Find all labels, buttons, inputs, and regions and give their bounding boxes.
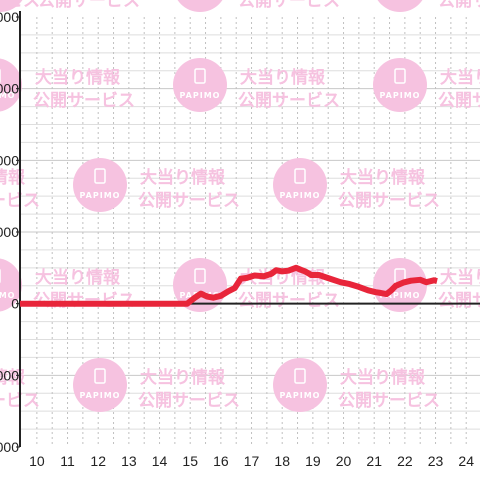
watermark-line1: 大当り情報 (440, 67, 480, 88)
watermark-line2: 公開サービス (338, 191, 440, 211)
watermark-logo-circle (0, 0, 23, 12)
watermark-line2: 公開サービス (138, 391, 240, 411)
watermark-logo-icon (194, 268, 206, 284)
y-tick-label: 9,000 (0, 81, 19, 97)
watermark-logo-text: PAPIMO (280, 391, 321, 400)
y-tick-label: -6,000 (0, 439, 19, 455)
watermark-logo-circle (0, 58, 22, 112)
watermark-line1: 大当り情報 (340, 367, 426, 388)
watermark-logo-circle (273, 158, 327, 212)
watermark-line2: 公開サービス (438, 91, 480, 111)
x-tick-label: 11 (60, 453, 75, 469)
x-tick-label: 12 (90, 453, 106, 469)
watermark-logo-text: PAPIMO (180, 91, 221, 100)
watermark-logo-circle (73, 158, 127, 212)
watermark-logo-text: PAPIMO (80, 391, 121, 400)
watermark-logo-icon (294, 168, 306, 184)
watermark-logo-icon (294, 368, 306, 384)
watermark-logo-text: PAPIMO (0, 91, 15, 100)
y-tick-label: 6,000 (0, 152, 19, 168)
x-tick-label: 24 (458, 453, 474, 469)
watermark-line2: 公開サービス (0, 0, 40, 11)
x-tick-label: 18 (274, 453, 290, 469)
watermark-line1: 大当り情報 (240, 67, 326, 88)
watermark-line1: 大当り情報 (35, 267, 121, 288)
x-tick-label: 15 (182, 453, 198, 469)
watermark-logo-text: PAPIMO (280, 191, 321, 200)
watermark-logo-circle (373, 58, 427, 112)
watermark-line2: 公開サービス (238, 0, 340, 11)
series-line (20, 264, 438, 307)
x-tick-label: 13 (121, 453, 137, 469)
x-tick-label: 19 (305, 453, 321, 469)
watermark-line1: 大当り情報 (35, 67, 121, 88)
watermark-logo-circle (0, 258, 22, 312)
watermark-logo-text: PAPIMO (80, 191, 121, 200)
watermark-line2: 公開サービス (338, 391, 440, 411)
watermark-logo-circle (377, 0, 423, 12)
watermark-logo-circle (73, 358, 127, 412)
watermark-line1: 大当り情報 (140, 367, 226, 388)
watermark-logo-icon (94, 168, 106, 184)
x-tick-label: 21 (366, 453, 382, 469)
x-tick-label: 22 (397, 453, 413, 469)
watermark-logo-icon (94, 368, 106, 384)
watermark-line2: 公開サービス (38, 0, 140, 11)
watermark-logo-circle (273, 358, 327, 412)
watermark-logo-icon (194, 68, 206, 84)
x-tick-label: 16 (213, 453, 229, 469)
watermark-line1: 大当り情報 (440, 267, 480, 288)
y-tick-label: -3,000 (0, 367, 19, 383)
watermark-line1: 大当り情報 (0, 167, 26, 188)
y-tick-label: 12,000 (0, 9, 19, 25)
watermark-logo-text: PAPIMO (0, 291, 15, 300)
watermark-line1: 大当り情報 (140, 167, 226, 188)
watermark-line2: 公開サービス (238, 291, 340, 311)
watermark-logo-text: PAPIMO (380, 291, 421, 300)
watermark-logo-circle (177, 0, 223, 12)
x-tick-label: 20 (336, 453, 352, 469)
tick-labels: -6,000 -3,000 0 3,000 6,000 9,000 12,000 10 11 12… (0, 9, 474, 469)
watermark-logo-text: PAPIMO (380, 91, 421, 100)
watermark-logo-icon (394, 68, 406, 84)
watermark-logo-circle (173, 58, 227, 112)
watermark-line2: 公開サービス (438, 291, 480, 311)
series-layer (19, 264, 438, 307)
watermark-line1: 大当り情報 (340, 167, 426, 188)
watermark-line2: 公開サービス (33, 91, 135, 111)
x-tick-label: 17 (244, 453, 260, 469)
y-tick-label: 3,000 (0, 224, 19, 240)
watermark-line2: 公開サービス (438, 0, 480, 11)
x-tick-label: 23 (428, 453, 444, 469)
x-tick-label: 14 (152, 453, 168, 469)
y-tick-label: 0 (11, 296, 19, 312)
watermark-line2: 公開サービス (138, 191, 240, 211)
watermark-line2: 公開サービス (238, 91, 340, 111)
x-tick-label: 10 (29, 453, 45, 469)
